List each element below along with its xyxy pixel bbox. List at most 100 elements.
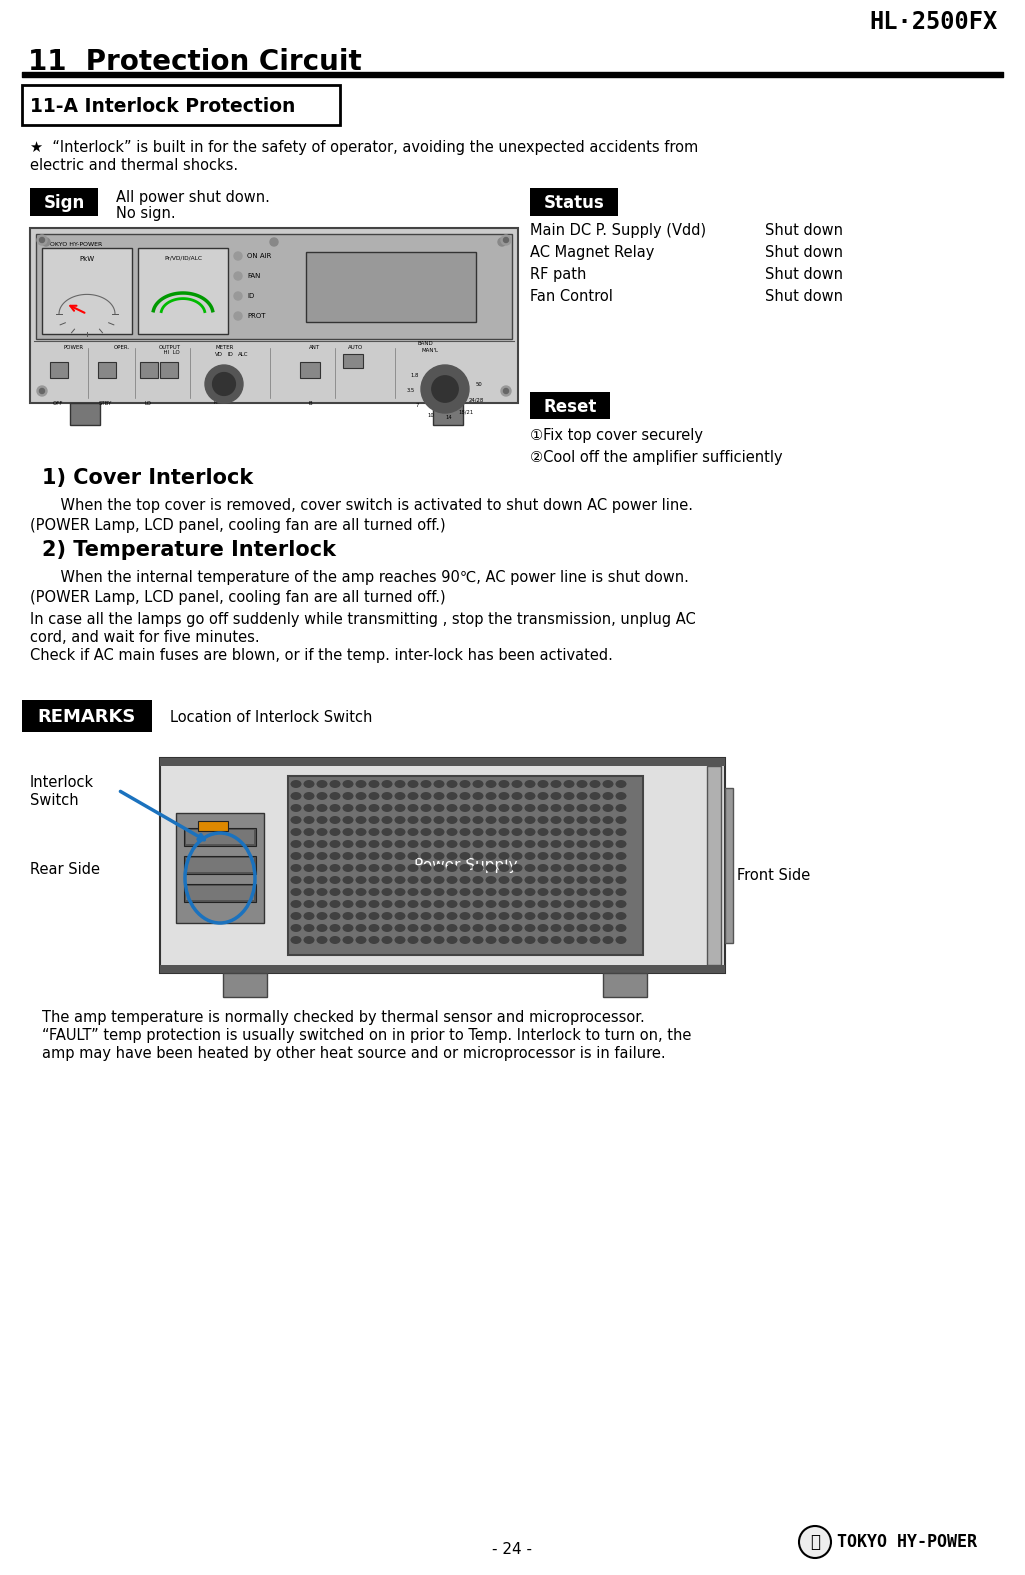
Ellipse shape (356, 925, 367, 932)
Ellipse shape (317, 828, 328, 836)
Ellipse shape (342, 912, 354, 920)
Ellipse shape (290, 899, 301, 909)
Ellipse shape (408, 876, 418, 884)
Ellipse shape (381, 925, 393, 932)
Ellipse shape (369, 888, 379, 896)
Text: Power Supply: Power Supply (414, 858, 518, 873)
Ellipse shape (603, 828, 614, 836)
Text: ID: ID (247, 293, 254, 299)
Ellipse shape (603, 925, 614, 932)
Circle shape (503, 238, 508, 243)
Ellipse shape (473, 936, 484, 943)
Ellipse shape (525, 780, 535, 788)
Ellipse shape (303, 925, 315, 932)
Ellipse shape (290, 816, 301, 824)
Ellipse shape (369, 780, 379, 788)
Text: LO: LO (145, 402, 152, 406)
Ellipse shape (550, 792, 562, 800)
Ellipse shape (369, 899, 379, 909)
Ellipse shape (342, 839, 354, 847)
Ellipse shape (537, 876, 548, 884)
Text: MAN'L: MAN'L (422, 348, 439, 353)
Ellipse shape (434, 852, 445, 860)
Bar (184, 828, 256, 846)
Text: “FAULT” temp protection is usually switched on in prior to Temp. Interlock to tu: “FAULT” temp protection is usually switc… (42, 1028, 692, 1043)
Ellipse shape (317, 816, 328, 824)
Ellipse shape (290, 925, 301, 932)
Ellipse shape (615, 816, 626, 824)
Ellipse shape (395, 876, 406, 884)
Text: 1.8: 1.8 (411, 373, 419, 378)
Ellipse shape (395, 865, 406, 873)
Text: PROT: PROT (247, 313, 265, 320)
Ellipse shape (459, 936, 470, 943)
Bar (603, 973, 647, 997)
Ellipse shape (420, 876, 432, 884)
Ellipse shape (369, 936, 379, 943)
Ellipse shape (303, 780, 315, 788)
Ellipse shape (603, 852, 614, 860)
Ellipse shape (317, 865, 328, 873)
Ellipse shape (395, 925, 406, 932)
Ellipse shape (537, 792, 548, 800)
Ellipse shape (511, 828, 523, 836)
Ellipse shape (381, 839, 393, 847)
Ellipse shape (381, 816, 393, 824)
Ellipse shape (434, 839, 445, 847)
Ellipse shape (550, 936, 562, 943)
Text: B: B (309, 402, 312, 406)
Text: Switch: Switch (30, 792, 79, 808)
Ellipse shape (317, 852, 328, 860)
Text: 1) Cover Interlock: 1) Cover Interlock (42, 468, 253, 488)
Ellipse shape (381, 899, 393, 909)
Ellipse shape (420, 852, 432, 860)
Text: Shut down: Shut down (765, 224, 843, 238)
Ellipse shape (473, 925, 484, 932)
Bar (530, 187, 618, 216)
Ellipse shape (525, 852, 535, 860)
Ellipse shape (459, 803, 470, 813)
Ellipse shape (395, 780, 406, 788)
Ellipse shape (395, 936, 406, 943)
Ellipse shape (290, 888, 301, 896)
Ellipse shape (447, 876, 457, 884)
Ellipse shape (434, 912, 445, 920)
Text: Shut down: Shut down (765, 246, 843, 260)
Ellipse shape (473, 792, 484, 800)
Bar (198, 821, 228, 832)
Bar (22, 85, 340, 124)
Ellipse shape (511, 888, 523, 896)
Ellipse shape (615, 828, 626, 836)
Text: OUTPUT
  HI  LO: OUTPUT HI LO (159, 345, 181, 356)
Ellipse shape (511, 792, 523, 800)
Ellipse shape (290, 936, 301, 943)
Ellipse shape (317, 899, 328, 909)
Text: Interlock: Interlock (30, 775, 94, 791)
Ellipse shape (303, 888, 315, 896)
Ellipse shape (408, 852, 418, 860)
Ellipse shape (498, 792, 509, 800)
Ellipse shape (564, 792, 574, 800)
Ellipse shape (290, 803, 301, 813)
Ellipse shape (576, 936, 587, 943)
Ellipse shape (329, 936, 340, 943)
Text: In case all the lamps go off suddenly while transmitting , stop the transmission: In case all the lamps go off suddenly wh… (30, 613, 696, 627)
Ellipse shape (290, 912, 301, 920)
Circle shape (503, 389, 508, 394)
Text: When the internal temperature of the amp reaches 90℃, AC power line is shut down: When the internal temperature of the amp… (42, 570, 689, 584)
Ellipse shape (434, 816, 445, 824)
Circle shape (212, 373, 236, 395)
Ellipse shape (447, 912, 457, 920)
Ellipse shape (329, 925, 340, 932)
Text: 14: 14 (446, 416, 452, 421)
Text: Sign: Sign (43, 194, 85, 213)
Ellipse shape (408, 899, 418, 909)
Ellipse shape (615, 865, 626, 873)
Ellipse shape (603, 912, 614, 920)
Ellipse shape (408, 780, 418, 788)
Ellipse shape (589, 876, 601, 884)
Ellipse shape (420, 888, 432, 896)
Ellipse shape (329, 780, 340, 788)
Circle shape (40, 389, 44, 394)
Ellipse shape (395, 803, 406, 813)
